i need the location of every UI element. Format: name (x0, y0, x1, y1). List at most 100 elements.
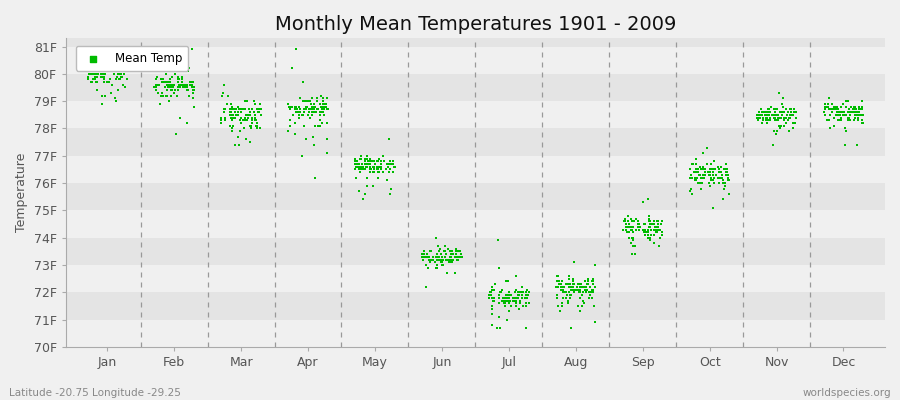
Point (445, 259, 459, 266)
Point (355, 166, 369, 173)
Point (228, 106, 242, 112)
Point (770, 131, 784, 137)
Point (290, 109, 304, 115)
Point (97, 79, 112, 85)
Point (556, 295, 571, 301)
Point (167, 71, 182, 77)
Point (230, 104, 245, 110)
Point (152, 101, 166, 107)
Point (823, 117, 837, 124)
Point (552, 278, 566, 285)
Point (307, 101, 321, 107)
Point (758, 109, 772, 115)
Point (228, 114, 242, 121)
Point (177, 82, 192, 88)
Point (353, 169, 367, 175)
Point (822, 95, 836, 102)
Point (360, 152, 374, 159)
Point (171, 76, 185, 82)
Point (577, 300, 591, 306)
Point (443, 256, 457, 263)
Point (374, 166, 389, 173)
Point (386, 169, 400, 175)
Point (831, 112, 845, 118)
Point (162, 84, 176, 91)
Point (292, 109, 307, 115)
Point (624, 224, 638, 230)
Point (448, 248, 463, 254)
Point (652, 226, 667, 233)
Point (510, 295, 525, 301)
Point (363, 166, 377, 173)
Point (112, 57, 126, 63)
Point (116, 82, 130, 88)
Point (158, 79, 172, 85)
Point (183, 82, 197, 88)
Point (310, 98, 325, 104)
Point (567, 289, 581, 296)
Point (383, 161, 398, 167)
Point (721, 172, 735, 178)
Point (822, 106, 836, 112)
Point (845, 106, 859, 112)
Point (851, 104, 866, 110)
Point (500, 295, 515, 301)
Point (833, 114, 848, 121)
Point (252, 109, 266, 115)
Point (111, 71, 125, 77)
Point (549, 295, 563, 301)
Point (89, 62, 104, 69)
Point (832, 112, 847, 118)
Point (703, 183, 717, 189)
Point (112, 68, 126, 74)
Point (355, 155, 369, 162)
Point (431, 248, 446, 254)
Point (348, 166, 363, 173)
Point (852, 112, 867, 118)
Point (518, 289, 533, 296)
Point (90, 65, 104, 72)
Point (423, 259, 437, 266)
Point (383, 161, 398, 167)
Point (500, 292, 515, 298)
Point (382, 191, 397, 197)
Point (112, 87, 126, 94)
Point (85, 79, 99, 85)
Point (573, 289, 588, 296)
Point (697, 172, 711, 178)
Point (771, 112, 786, 118)
Point (564, 284, 579, 290)
Point (788, 114, 803, 121)
Point (306, 134, 320, 140)
Point (818, 106, 832, 112)
Point (829, 106, 843, 112)
Point (370, 164, 384, 170)
Point (586, 276, 600, 282)
Point (163, 79, 177, 85)
Point (376, 169, 391, 175)
Point (86, 71, 100, 77)
Point (782, 114, 796, 121)
Point (167, 82, 182, 88)
Point (772, 109, 787, 115)
Point (490, 325, 504, 331)
Point (782, 114, 796, 121)
Point (367, 166, 382, 173)
Point (768, 114, 782, 121)
Point (152, 82, 166, 88)
Point (688, 174, 702, 181)
Point (688, 169, 702, 175)
Point (430, 254, 445, 260)
Point (229, 112, 243, 118)
Point (832, 109, 846, 115)
Point (769, 109, 783, 115)
Point (650, 218, 664, 224)
Point (617, 218, 632, 224)
Point (438, 256, 453, 263)
Point (491, 295, 506, 301)
Point (754, 120, 769, 126)
Point (722, 191, 736, 197)
Point (849, 112, 863, 118)
Point (719, 161, 733, 167)
Point (420, 251, 435, 257)
